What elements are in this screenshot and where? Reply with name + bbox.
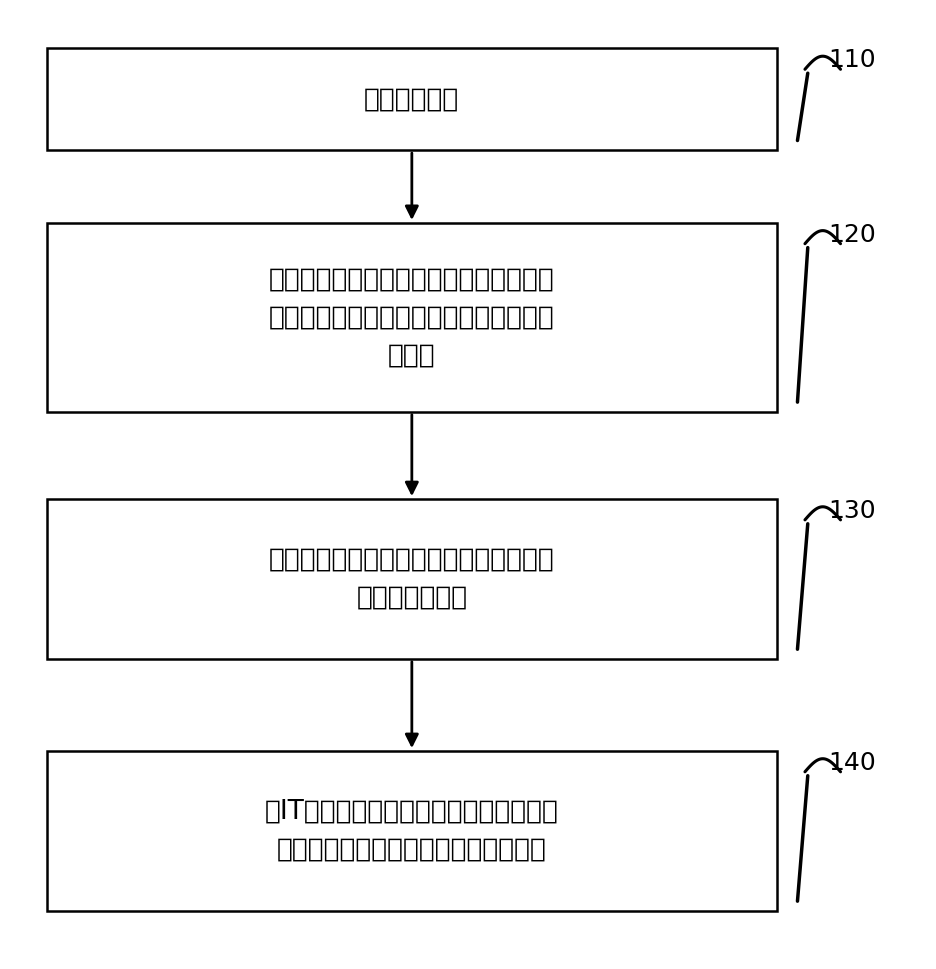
Text: 140: 140 xyxy=(828,751,876,775)
Text: 120: 120 xyxy=(828,223,876,247)
Text: 110: 110 xyxy=(828,48,876,73)
Bar xyxy=(47,223,777,412)
Bar xyxy=(47,499,777,659)
Text: 130: 130 xyxy=(828,499,876,523)
Bar xyxy=(47,48,777,150)
Bar xyxy=(47,751,777,911)
Text: 当IT故障发生时，通过格兰杰因果关系对
所述时间序列数据的相关特征进行检验: 当IT故障发生时，通过格兰杰因果关系对 所述时间序列数据的相关特征进行检验 xyxy=(265,798,559,863)
Text: 基于量化假设检测自动提取所述时间序列
数据的相关特征: 基于量化假设检测自动提取所述时间序列 数据的相关特征 xyxy=(269,547,555,611)
Text: 抽取所述系统日志的关键字段，对所述关
键字段进行统计以得到系统日志的时间序
列数据: 抽取所述系统日志的关键字段，对所述关 键字段进行统计以得到系统日志的时间序 列数… xyxy=(269,266,555,368)
Text: 获取系统日志: 获取系统日志 xyxy=(364,86,460,112)
